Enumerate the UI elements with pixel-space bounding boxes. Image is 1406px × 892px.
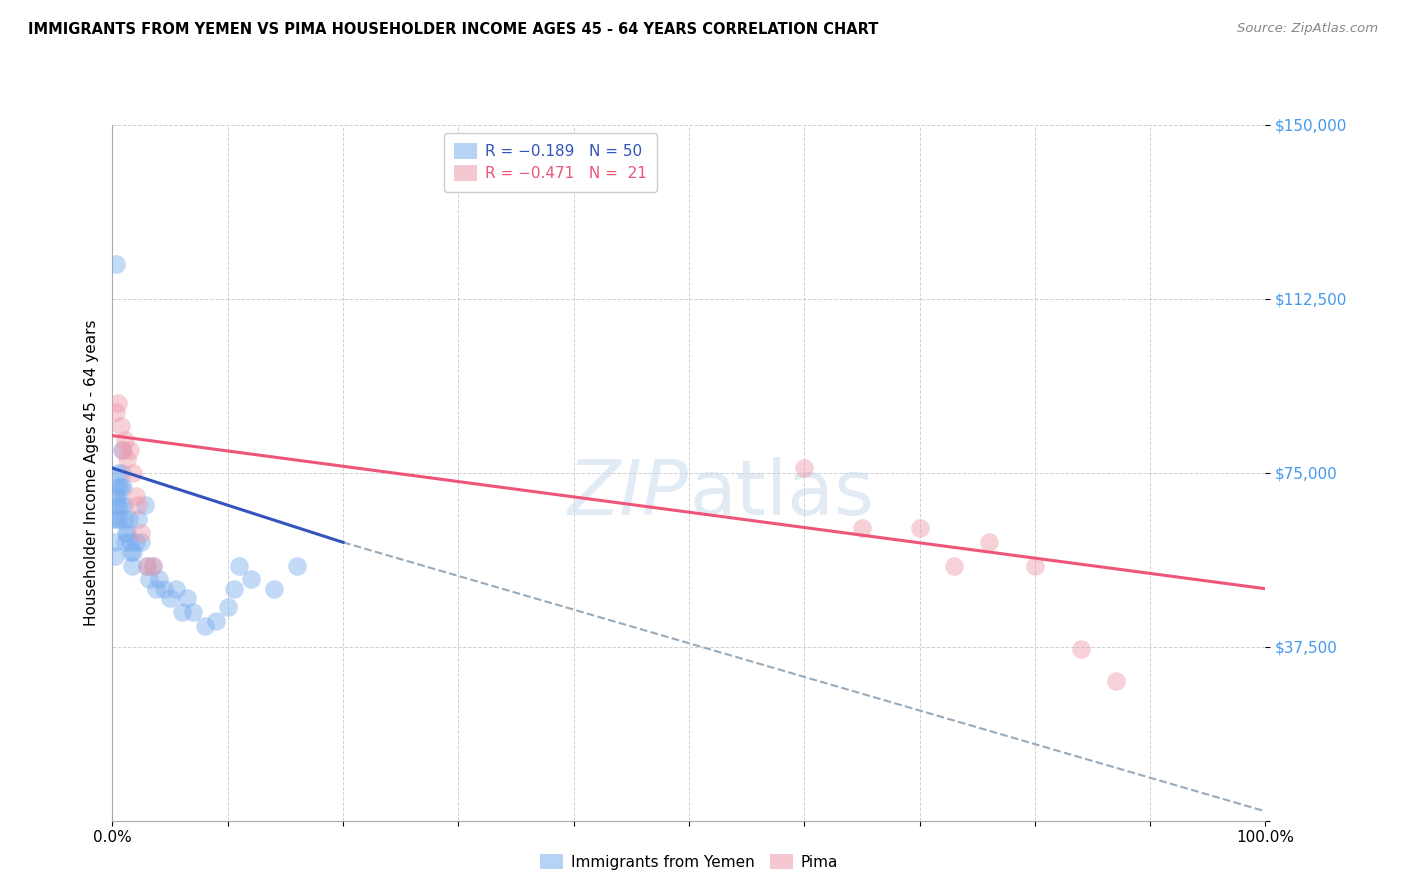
Point (908, 521, 931, 535)
Point (104, 549, 127, 564)
Point (118, 442, 141, 457)
Point (138, 573, 160, 587)
Point (110, 498, 132, 512)
Point (142, 558, 165, 573)
Point (104, 535, 127, 549)
Point (127, 512, 149, 526)
Point (153, 582, 176, 596)
Point (176, 591, 198, 605)
Point (105, 512, 128, 526)
Point (104, 405, 127, 419)
Point (120, 544, 142, 558)
Point (104, 257, 127, 271)
Point (1024, 558, 1046, 573)
Point (105, 489, 128, 503)
Y-axis label: Householder Income Ages 45 - 64 years: Householder Income Ages 45 - 64 years (83, 319, 98, 626)
Point (108, 512, 131, 526)
Point (121, 558, 143, 573)
Point (117, 512, 139, 526)
Point (107, 498, 129, 512)
Point (117, 451, 139, 466)
Point (104, 498, 127, 512)
Point (110, 480, 132, 494)
Point (108, 480, 131, 494)
Point (194, 619, 217, 633)
Point (107, 466, 129, 480)
Point (205, 614, 228, 628)
Point (217, 600, 239, 615)
Point (977, 535, 1000, 549)
Point (136, 558, 159, 573)
Point (129, 526, 153, 541)
Point (165, 582, 187, 596)
Point (159, 591, 181, 605)
Point (112, 512, 135, 526)
Point (111, 442, 134, 457)
Point (114, 434, 136, 448)
Point (124, 489, 146, 503)
Point (112, 498, 135, 512)
Point (127, 498, 149, 512)
Point (263, 582, 285, 596)
Point (134, 498, 156, 512)
Text: Source: ZipAtlas.com: Source: ZipAtlas.com (1237, 22, 1378, 36)
Point (142, 558, 165, 573)
Legend: Immigrants from Yemen, Pima: Immigrants from Yemen, Pima (534, 847, 844, 876)
Point (110, 419, 132, 434)
Point (239, 573, 262, 587)
Point (107, 396, 129, 410)
Point (111, 480, 134, 494)
Point (228, 558, 250, 573)
Point (104, 480, 127, 494)
Point (793, 461, 815, 475)
Point (136, 558, 159, 573)
Point (129, 535, 153, 549)
Point (181, 605, 204, 619)
Point (1070, 642, 1092, 657)
Point (117, 526, 139, 541)
Text: atlas: atlas (689, 457, 873, 531)
Point (1104, 674, 1126, 689)
Point (122, 544, 145, 558)
Point (114, 535, 136, 549)
Text: IMMIGRANTS FROM YEMEN VS PIMA HOUSEHOLDER INCOME AGES 45 - 64 YEARS CORRELATION : IMMIGRANTS FROM YEMEN VS PIMA HOUSEHOLDE… (28, 22, 879, 37)
Point (111, 442, 134, 457)
Point (115, 526, 138, 541)
Point (122, 466, 145, 480)
Point (148, 573, 170, 587)
Point (118, 535, 141, 549)
Point (222, 582, 245, 596)
Point (170, 605, 193, 619)
Point (285, 558, 308, 573)
Point (943, 558, 966, 573)
Point (103, 512, 125, 526)
Point (851, 521, 873, 535)
Text: ZIP: ZIP (568, 457, 689, 531)
Point (145, 582, 167, 596)
Point (111, 466, 134, 480)
Point (124, 535, 146, 549)
